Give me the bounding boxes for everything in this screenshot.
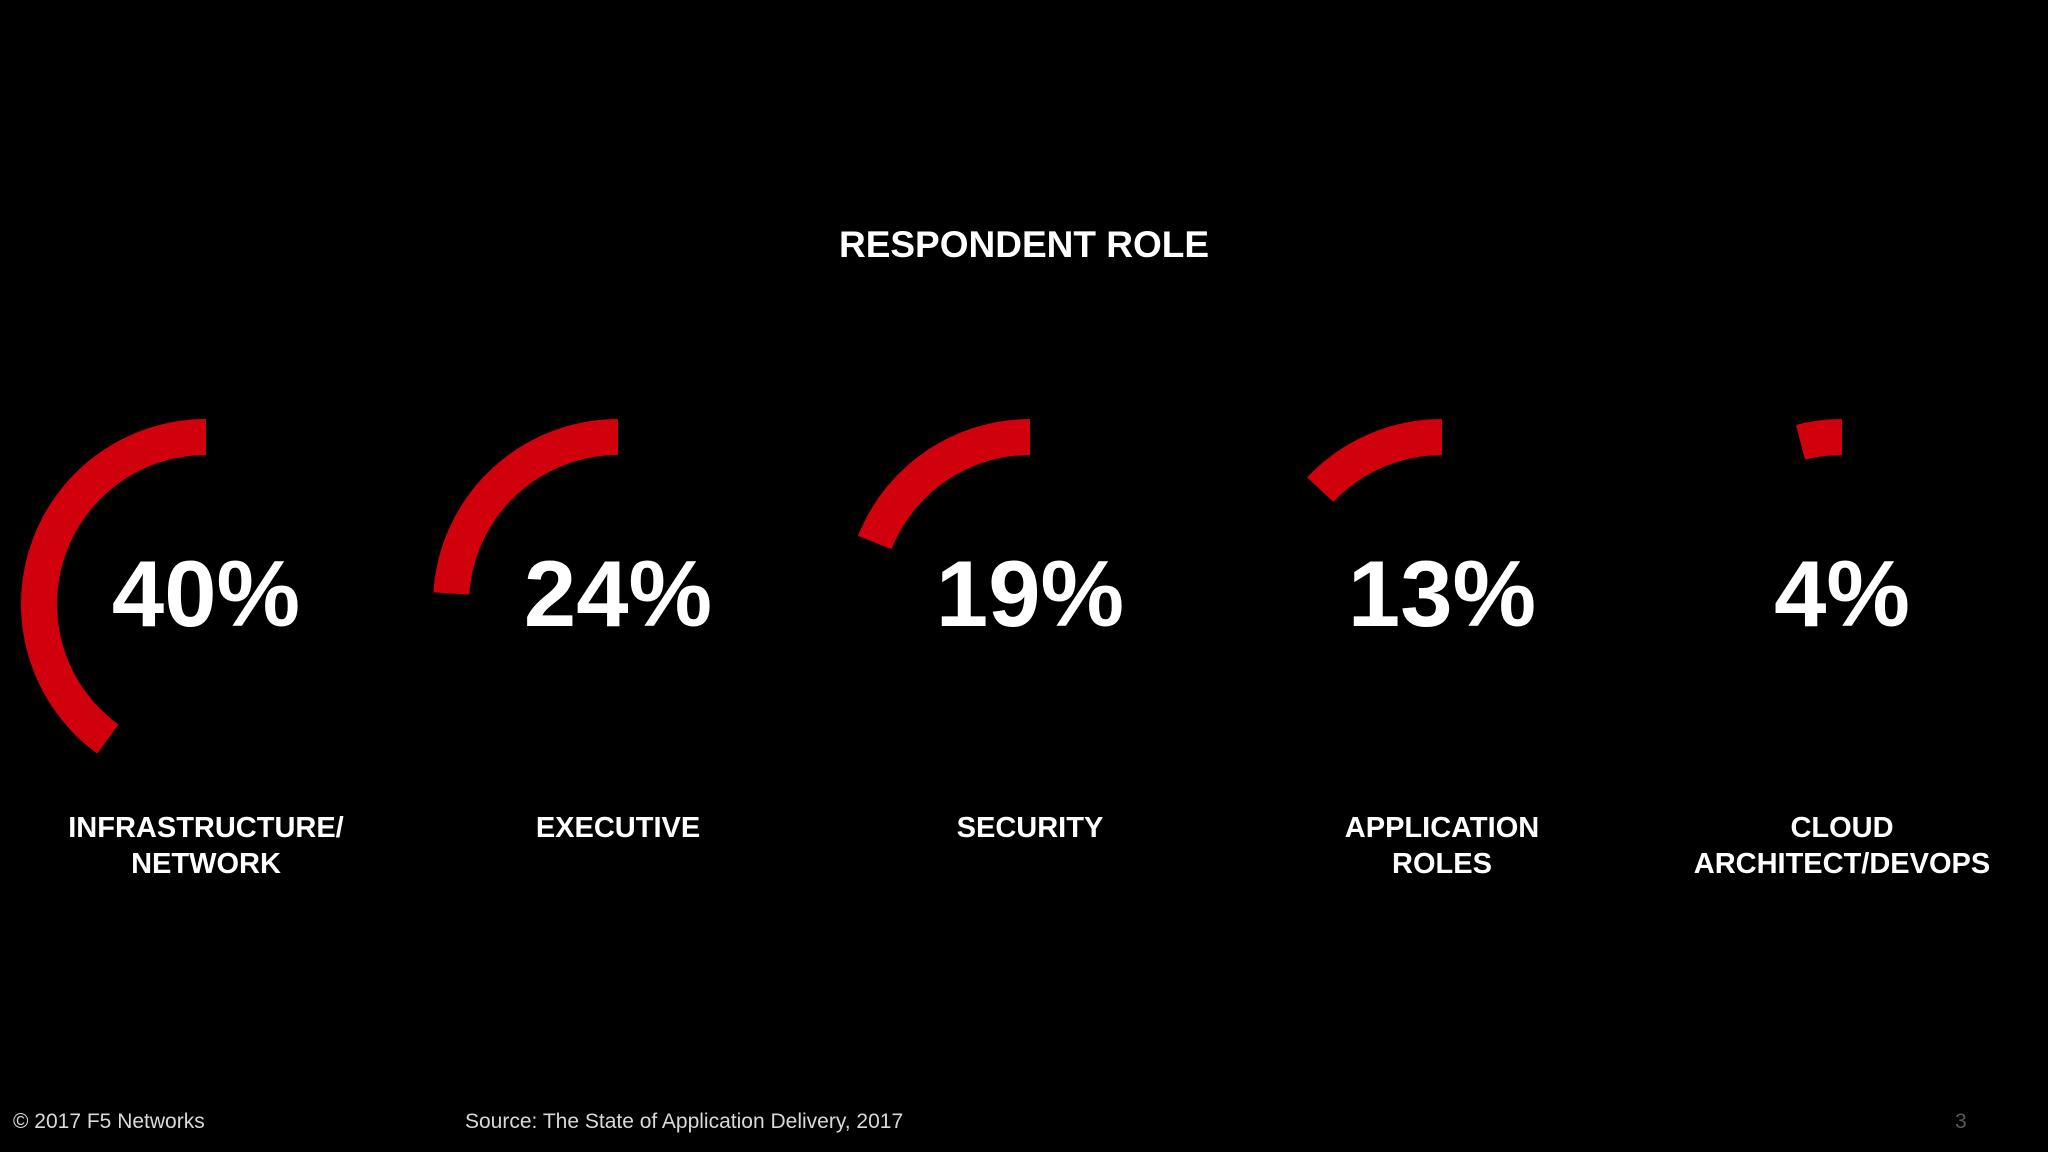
gauge-chart: 24% [433,419,712,646]
footer-copyright: © 2017 F5 Networks [13,1110,205,1133]
gauge-arc [21,419,207,754]
gauge-executive: 24% EXECUTIVE [412,390,824,910]
gauge-security: 19% SECURITY [824,390,1236,910]
gauge-chart: 19% [857,419,1124,646]
gauge-arc [857,419,1031,550]
page-number: 3 [1955,1110,1967,1133]
gauge-category-label: APPLICATION ROLES [1344,812,1540,880]
gauge-infrastructure-network: 40% INFRASTRUCTURE/ NETWORK [0,390,412,910]
gauge-cloud-architect-devops: 4% CLOUD ARCHITECT/DEVOPS [1636,390,2048,910]
gauge-value-label: 40% [112,541,300,646]
gauge-value-label: 13% [1348,541,1536,646]
gauge-value-label: 4% [1774,541,1910,646]
slide-title: RESPONDENT ROLE [838,224,1210,265]
gauge-application-roles: 13% APPLICATION ROLES [1236,390,1648,910]
gauge-arc [433,419,619,595]
gauge-category-label: INFRASTRUCTURE/ NETWORK [68,812,344,880]
gauge-arc [1795,419,1843,460]
gauge-arc [1307,419,1443,503]
gauge-category-label: EXECUTIVE [535,812,701,844]
gauge-chart: 13% [1307,419,1536,646]
gauge-value-label: 19% [936,541,1124,646]
footer-source: Source: The State of Application Deliver… [465,1110,904,1133]
gauge-chart: 4% [1774,419,1910,646]
gauge-category-label: SECURITY [956,812,1104,844]
gauge-value-label: 24% [524,541,712,646]
gauge-category-label: CLOUD ARCHITECT/DEVOPS [1693,812,1991,880]
gauge-chart: 40% [21,419,300,754]
